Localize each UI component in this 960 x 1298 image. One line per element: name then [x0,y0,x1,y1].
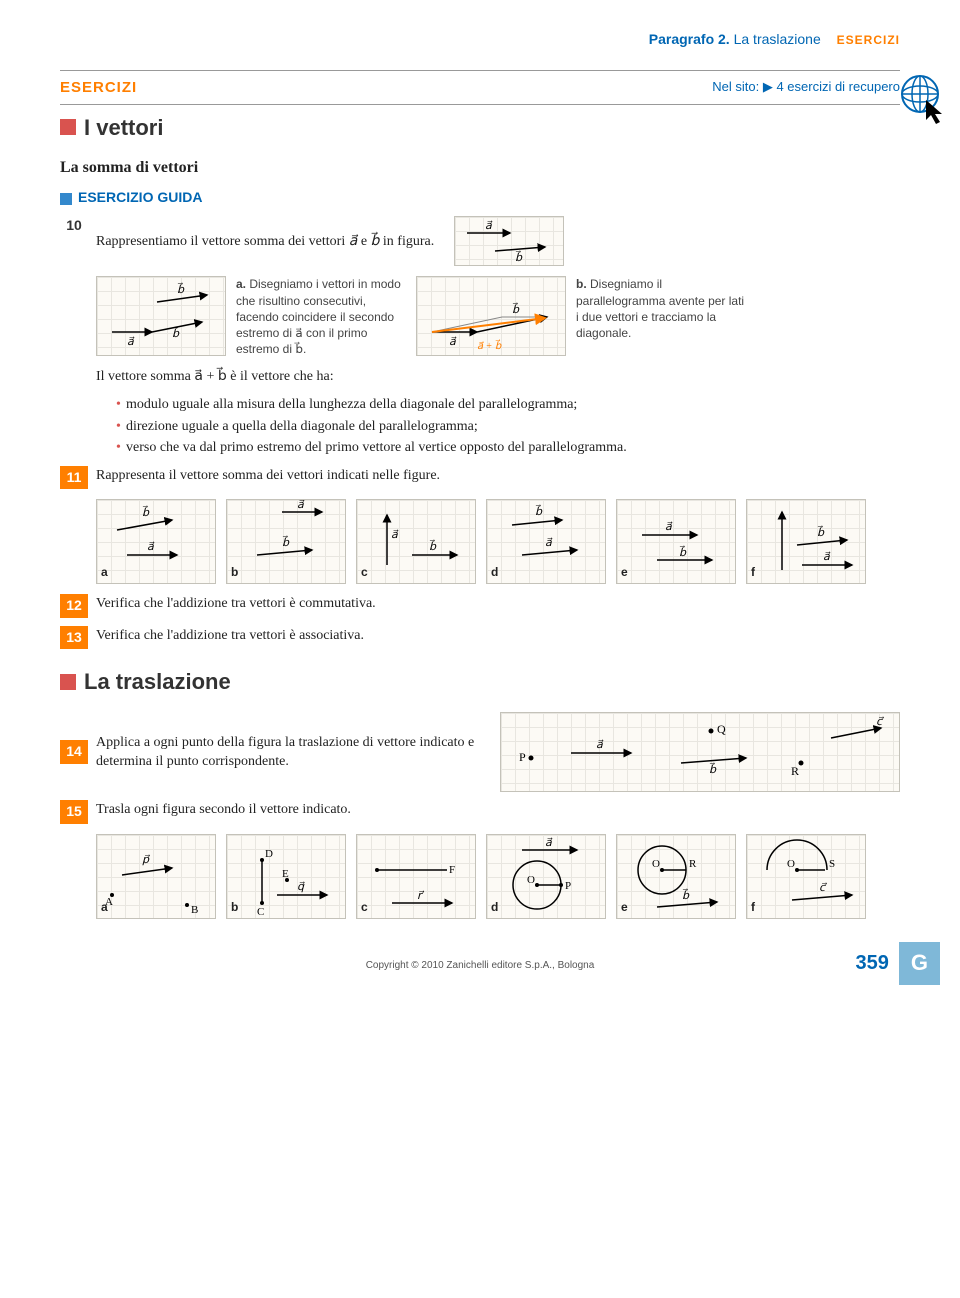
square-red-icon-2 [60,674,76,690]
section-vettori: I vettori [60,113,900,144]
svg-text:r⃗: r⃗ [417,890,425,902]
square-blue-icon [60,193,72,205]
guida-label: ESERCIZIO GUIDA [60,188,900,209]
svg-text:a⃗: a⃗ [391,529,399,541]
svg-text:O: O [527,874,535,886]
fig-15-d: a⃗ O P d [486,834,606,919]
svg-text:a⃗: a⃗ [147,541,155,553]
svg-text:R: R [689,858,697,870]
ex-num-15: 15 [60,800,88,824]
fig-ex10-a: a⃗ b⃗ b⃗ [96,276,226,356]
ex-num-11: 11 [60,466,88,490]
svg-text:c⃗: c⃗ [876,716,884,728]
header-bar: ESERCIZI Nel sito: ▶ 4 esercizi di recup… [60,70,900,105]
svg-text:b⃗: b⃗ [535,504,543,518]
svg-text:b⃗: b⃗ [512,302,520,316]
breadcrumb: Paragrafo 2. La traslazione ESERCIZI [60,30,900,50]
exercise-11: 11 Rappresenta il vettore somma dei vett… [60,466,900,490]
ex-num-12: 12 [60,594,88,618]
exercise-10: 10 Rappresentiamo il vettore somma dei v… [60,216,900,266]
svg-text:Q: Q [717,722,726,736]
svg-text:a⃗ + b⃗: a⃗ + b⃗ [477,340,502,353]
svg-text:b⃗: b⃗ [679,545,687,559]
ex10-sumline: Il vettore somma a⃗ + b⃗ è il vettore ch… [96,367,900,387]
footer-copy: Copyright © 2010 Zanichelli editore S.p.… [60,959,900,973]
svg-text:b⃗: b⃗ [709,762,717,776]
ex-num-14: 14 [60,740,88,764]
nel-sito: Nel sito: ▶ 4 esercizi di recupero [712,78,900,96]
svg-text:b⃗: b⃗ [817,525,825,539]
svg-text:P: P [519,750,526,764]
svg-text:c⃗: c⃗ [819,882,827,894]
globe-cursor-icon [896,70,950,124]
svg-text:b⃗: b⃗ [177,282,185,296]
paragrafo: Paragrafo 2. [649,31,730,47]
svg-text:a⃗: a⃗ [665,521,673,533]
ex-num-13: 13 [60,626,88,650]
fig-11-b: a⃗ b⃗ b [226,499,346,584]
ex15-figures: p⃗ A B a D C q⃗ E b F r⃗ c a⃗ O P d O R … [96,834,900,919]
fig-11-d: b⃗ a⃗ d [486,499,606,584]
fig-11-c: a⃗ b⃗ c [356,499,476,584]
svg-text:a⃗: a⃗ [545,837,553,849]
exercise-12: 12 Verifica che l'addizione tra vettori … [60,594,900,618]
fig-15-e: O R b⃗ e [616,834,736,919]
svg-text:q⃗: q⃗ [297,881,305,893]
page-number: 359 G [856,942,941,985]
svg-text:C: C [257,906,264,918]
svg-text:P: P [565,880,571,892]
svg-text:b⃗: b⃗ [282,535,290,549]
svg-text:E: E [282,868,289,880]
ex10-bullets: modulo uguale alla misura della lunghezz… [116,395,900,458]
svg-text:B: B [191,904,198,916]
fig-15-c: F r⃗ c [356,834,476,919]
svg-text:a⃗: a⃗ [449,336,457,348]
fig-15-a: p⃗ A B a [96,834,216,919]
svg-text:O: O [787,858,795,870]
fig-11-e: a⃗ b⃗ e [616,499,736,584]
caption-a: a. Disegniamo i vettori in modo che risu… [236,276,406,357]
svg-text:b⃗: b⃗ [515,250,523,264]
fig-15-f: O S c⃗ f [746,834,866,919]
svg-text:a⃗: a⃗ [596,739,604,751]
fig-ex10-b: a⃗ b⃗ a⃗ + b⃗ [416,276,566,356]
esercizi-badge: ESERCIZI [837,33,900,47]
svg-text:O: O [652,858,660,870]
subtitle-somma: La somma di vettori [60,157,900,179]
svg-text:a⃗: a⃗ [545,537,553,549]
svg-text:F: F [449,864,455,876]
fig-ex10-intro: a⃗ b⃗ [454,216,564,266]
section-traslazione: La traslazione [60,667,900,698]
svg-text:S: S [829,858,835,870]
fig-15-b: D C q⃗ E b [226,834,346,919]
svg-text:a⃗: a⃗ [823,551,831,563]
svg-text:b⃗: b⃗ [142,505,150,519]
svg-text:b⃗: b⃗ [429,539,437,553]
ex-num-10: 10 [60,216,88,236]
svg-text:R: R [791,764,799,778]
page-title: La traslazione [734,31,821,47]
svg-text:p⃗: p⃗ [142,854,150,866]
svg-text:a⃗: a⃗ [485,220,493,232]
fig-ex14: P a⃗ Q b⃗ R c⃗ [500,712,900,792]
recupero-link[interactable]: 4 esercizi di recupero [776,79,900,94]
caption-b: b. Disegniamo il parallelogramma avente … [576,276,746,341]
esercizi-label: ESERCIZI [60,77,137,98]
square-red-icon [60,119,76,135]
exercise-15: 15 Trasla ogni figura secondo il vettore… [60,800,900,824]
svg-text:b⃗: b⃗ [172,326,180,340]
fig-11-f: b⃗ a⃗ f [746,499,866,584]
exercise-14: 14 Applica a ogni punto della figura la … [60,712,900,792]
svg-text:a⃗: a⃗ [127,336,135,348]
svg-text:a⃗: a⃗ [297,500,305,511]
svg-text:b⃗: b⃗ [682,888,690,902]
ex11-figures: b⃗ a⃗ a a⃗ b⃗ b a⃗ b⃗ c b⃗ a⃗ d a⃗ b⃗ e … [96,499,900,584]
exercise-13: 13 Verifica che l'addizione tra vettori … [60,626,900,650]
ex10-figures: a⃗ b⃗ b⃗ a. Disegniamo i vettori in modo… [96,276,900,357]
fig-11-a: b⃗ a⃗ a [96,499,216,584]
svg-text:D: D [265,848,273,860]
